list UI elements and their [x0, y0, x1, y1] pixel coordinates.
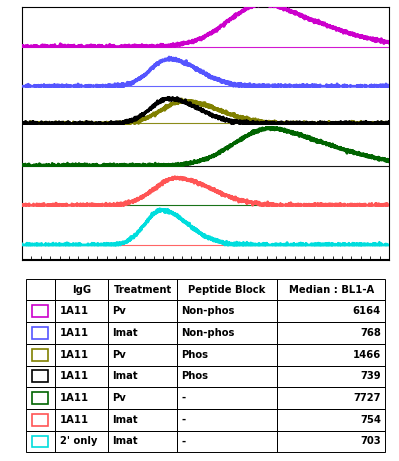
Bar [177, 366, 277, 387]
Text: Imat: Imat [113, 437, 138, 446]
Bar [277, 409, 385, 431]
Bar [177, 344, 277, 366]
Text: Phos: Phos [182, 372, 208, 381]
Bar [108, 387, 177, 409]
Text: -: - [182, 437, 186, 446]
Text: 7727: 7727 [354, 393, 381, 403]
Bar [26, 366, 55, 387]
Bar [108, 344, 177, 366]
Bar [277, 322, 385, 344]
Text: 6164: 6164 [353, 307, 381, 316]
Bar [108, 366, 177, 387]
Text: 739: 739 [360, 372, 381, 381]
Text: 1466: 1466 [353, 350, 381, 360]
Text: 1A11: 1A11 [59, 372, 89, 381]
Text: -: - [182, 415, 186, 425]
Bar [277, 431, 385, 452]
Text: 1A11: 1A11 [59, 415, 89, 425]
Bar [32, 327, 48, 339]
Text: Treatment: Treatment [113, 284, 172, 295]
Text: Pv: Pv [113, 350, 126, 360]
Bar [55, 387, 108, 409]
Text: Pv: Pv [113, 393, 126, 403]
Bar [277, 366, 385, 387]
Bar [32, 414, 48, 426]
Bar [108, 409, 177, 431]
Bar [55, 301, 108, 322]
Bar [26, 409, 55, 431]
Bar [32, 305, 48, 317]
Bar [277, 344, 385, 366]
Bar [26, 344, 55, 366]
Text: 1A11: 1A11 [59, 350, 89, 360]
Bar [32, 392, 48, 404]
Bar [26, 301, 55, 322]
Text: 1A11: 1A11 [59, 307, 89, 316]
Bar [32, 436, 48, 448]
Bar [177, 301, 277, 322]
Bar [277, 301, 385, 322]
Bar [26, 387, 55, 409]
Text: 2' only: 2' only [59, 437, 97, 446]
Text: Non-phos: Non-phos [182, 328, 235, 338]
Bar [55, 409, 108, 431]
Bar [177, 322, 277, 344]
Bar [277, 387, 385, 409]
Text: 768: 768 [360, 328, 381, 338]
Bar [26, 431, 55, 452]
Bar [55, 366, 108, 387]
Bar [32, 371, 48, 382]
Bar [26, 322, 55, 344]
Text: Imat: Imat [113, 415, 138, 425]
Text: Median : BL1-A: Median : BL1-A [288, 284, 374, 295]
Text: IgG: IgG [72, 284, 91, 295]
Bar [108, 301, 177, 322]
Bar [177, 409, 277, 431]
Text: 703: 703 [360, 437, 381, 446]
Bar [177, 431, 277, 452]
Text: Phos: Phos [182, 350, 208, 360]
Bar [277, 279, 385, 301]
Text: Imat: Imat [113, 328, 138, 338]
Text: 754: 754 [360, 415, 381, 425]
Bar [26, 279, 55, 301]
Bar [55, 279, 108, 301]
Bar [55, 322, 108, 344]
Text: Pv: Pv [113, 307, 126, 316]
Bar [108, 279, 177, 301]
Bar [32, 349, 48, 361]
Bar [177, 387, 277, 409]
Bar [108, 431, 177, 452]
Text: 1A11: 1A11 [59, 393, 89, 403]
Text: Non-phos: Non-phos [182, 307, 235, 316]
Bar [55, 344, 108, 366]
Text: -: - [182, 393, 186, 403]
Text: 1A11: 1A11 [59, 328, 89, 338]
Text: Imat: Imat [113, 372, 138, 381]
Bar [177, 279, 277, 301]
Bar [108, 322, 177, 344]
Text: Peptide Block: Peptide Block [188, 284, 266, 295]
Bar [55, 431, 108, 452]
